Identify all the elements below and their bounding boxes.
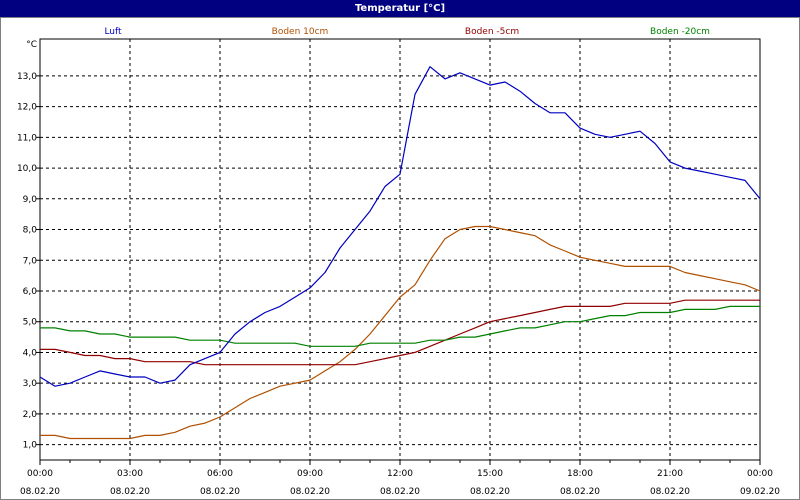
chart-frame: 1,0 2,0 3,0 4,0 5,0 6,0 7,0 8,0 9,0 10,0 11,0 12,0 1… — [0, 17, 800, 500]
x-tick-date-label: 09.02.20 — [740, 487, 780, 497]
x-tick-date-label: 08.02.20 — [110, 487, 150, 497]
x-tick-date-label: 08.02.20 — [20, 487, 60, 497]
window-title: Temperatur [°C] — [0, 0, 800, 17]
x-tick-date-label: 08.02.20 — [470, 487, 510, 497]
y-tick-label: 2,0 — [23, 410, 38, 420]
y-tick-label: 5,0 — [23, 318, 38, 328]
x-tick-label: 00:00 — [747, 469, 773, 479]
x-tick-label: 06:00 — [207, 469, 233, 479]
y-tick-label: 8,0 — [23, 226, 38, 236]
y-tick-label: 10,0 — [17, 164, 37, 174]
y-tick-label: 9,0 — [23, 195, 38, 205]
x-tick-date-label: 08.02.20 — [560, 487, 600, 497]
x-tick-label: 03:00 — [117, 469, 143, 479]
y-tick-label: 1,0 — [23, 441, 38, 451]
series-line-boden-20cm — [40, 305, 760, 347]
temperature-chart: 1,0 2,0 3,0 4,0 5,0 6,0 7,0 8,0 9,0 10,0 11,0 12,0 1… — [17, 27, 780, 497]
y-tick-label: 4,0 — [23, 348, 38, 358]
x-tick-label: 21:00 — [657, 469, 683, 479]
y-tick-label: 3,0 — [23, 379, 38, 389]
x-tick-date-label: 08.02.20 — [290, 487, 330, 497]
y-tick-label: 12,0 — [17, 103, 37, 113]
legend-entry: Boden -5cm — [465, 27, 519, 37]
x-tick-date-label: 08.02.20 — [200, 487, 240, 497]
y-tick-label: 6,0 — [23, 287, 38, 297]
x-tick-label: 00:00 — [27, 469, 53, 479]
x-tick-label: 15:00 — [477, 469, 503, 479]
y-tick-label: 13,0 — [17, 72, 37, 82]
legend-entry: Luft — [104, 27, 122, 37]
legend-entry: Boden 10cm — [272, 27, 329, 37]
x-tick-label: 18:00 — [567, 469, 593, 479]
y-axis-label: °C — [26, 40, 37, 50]
series-line-boden-5cm — [40, 299, 760, 366]
legend-entry: Boden -20cm — [650, 27, 710, 37]
series-line-boden-10cm — [40, 225, 761, 440]
x-tick-date-label: 08.02.20 — [380, 487, 420, 497]
y-tick-label: 11,0 — [17, 133, 37, 143]
y-tick-label: 7,0 — [23, 256, 38, 266]
x-tick-label: 09:00 — [297, 469, 323, 479]
x-tick-date-label: 08.02.20 — [650, 487, 690, 497]
series-line-luft — [39, 66, 761, 387]
x-tick-label: 12:00 — [387, 469, 413, 479]
